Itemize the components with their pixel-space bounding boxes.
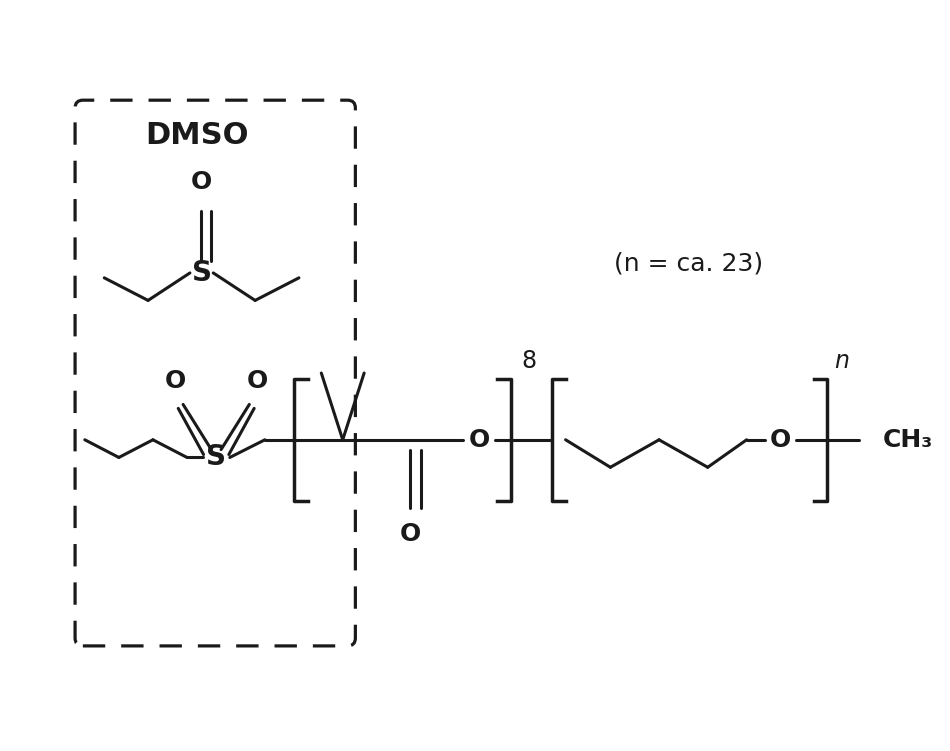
Text: S: S	[192, 259, 212, 287]
Text: O: O	[400, 522, 422, 546]
Text: n: n	[834, 349, 849, 373]
Text: DMSO: DMSO	[145, 121, 249, 150]
Text: O: O	[191, 170, 212, 194]
Text: O: O	[468, 428, 489, 452]
Text: (n = ca. 23): (n = ca. 23)	[614, 251, 763, 275]
Text: S: S	[206, 443, 226, 472]
Text: O: O	[770, 428, 791, 452]
Text: 8: 8	[521, 349, 536, 373]
Text: O: O	[246, 369, 268, 393]
Text: O: O	[164, 369, 186, 393]
Text: CH₃: CH₃	[883, 428, 933, 452]
